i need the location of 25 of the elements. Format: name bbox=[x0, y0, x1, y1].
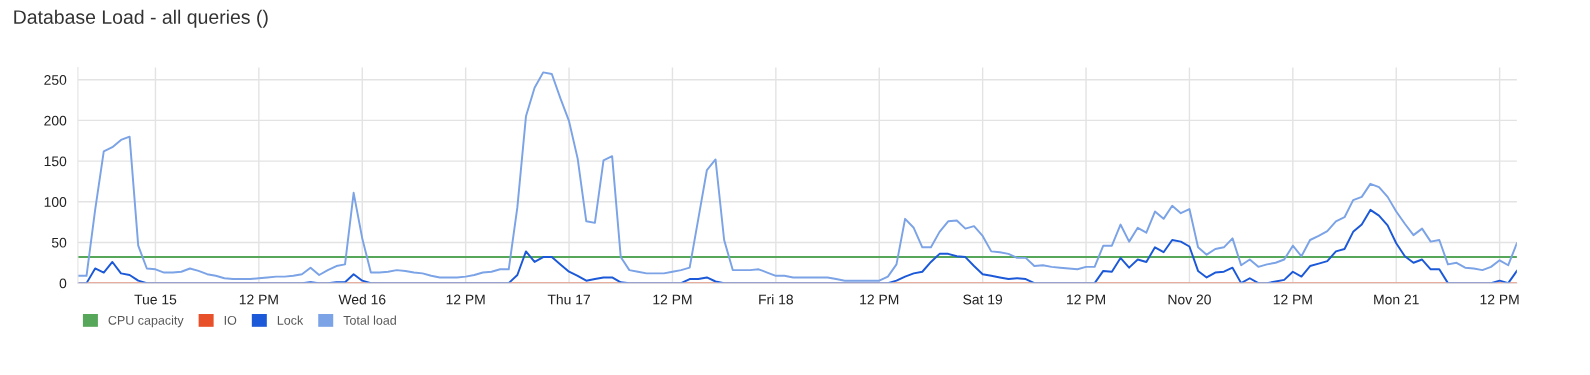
y-tick-label: 150 bbox=[44, 156, 67, 167]
legend-label: Lock bbox=[277, 315, 304, 325]
legend-label: CPU capacity bbox=[108, 315, 184, 328]
x-tick-label: Nov 20 bbox=[1168, 294, 1211, 305]
x-tick-label: Fri 18 bbox=[759, 294, 793, 305]
x-tick-label: 12 PM bbox=[1480, 294, 1519, 305]
y-tick-label: 250 bbox=[44, 75, 67, 85]
x-tick-label: 12 PM bbox=[239, 294, 278, 305]
y-tick-label: 50 bbox=[51, 237, 67, 248]
y-tick-label: 100 bbox=[44, 197, 67, 207]
x-tick-label: 12 PM bbox=[860, 294, 899, 305]
legend-label: Total load bbox=[343, 315, 396, 325]
x-tick-label: Sat 19 bbox=[963, 294, 1003, 305]
x-tick-label: Thu 17 bbox=[547, 294, 590, 305]
x-tick-label: Wed 16 bbox=[338, 294, 386, 305]
x-tick-label: Mon 21 bbox=[1374, 294, 1419, 305]
x-tick-label: 12 PM bbox=[1067, 294, 1105, 305]
x-tick-label: 12 PM bbox=[446, 294, 485, 305]
y-tick-label: 200 bbox=[44, 115, 67, 126]
y-tick-label: 0 bbox=[59, 278, 67, 289]
chart-title: Database Load - all queries () bbox=[14, 9, 268, 28]
x-tick-label: Tue 15 bbox=[134, 294, 177, 305]
legend-label: IO bbox=[224, 315, 237, 325]
x-tick-label: 12 PM bbox=[653, 294, 692, 305]
x-tick-label: 12 PM bbox=[1273, 294, 1312, 305]
